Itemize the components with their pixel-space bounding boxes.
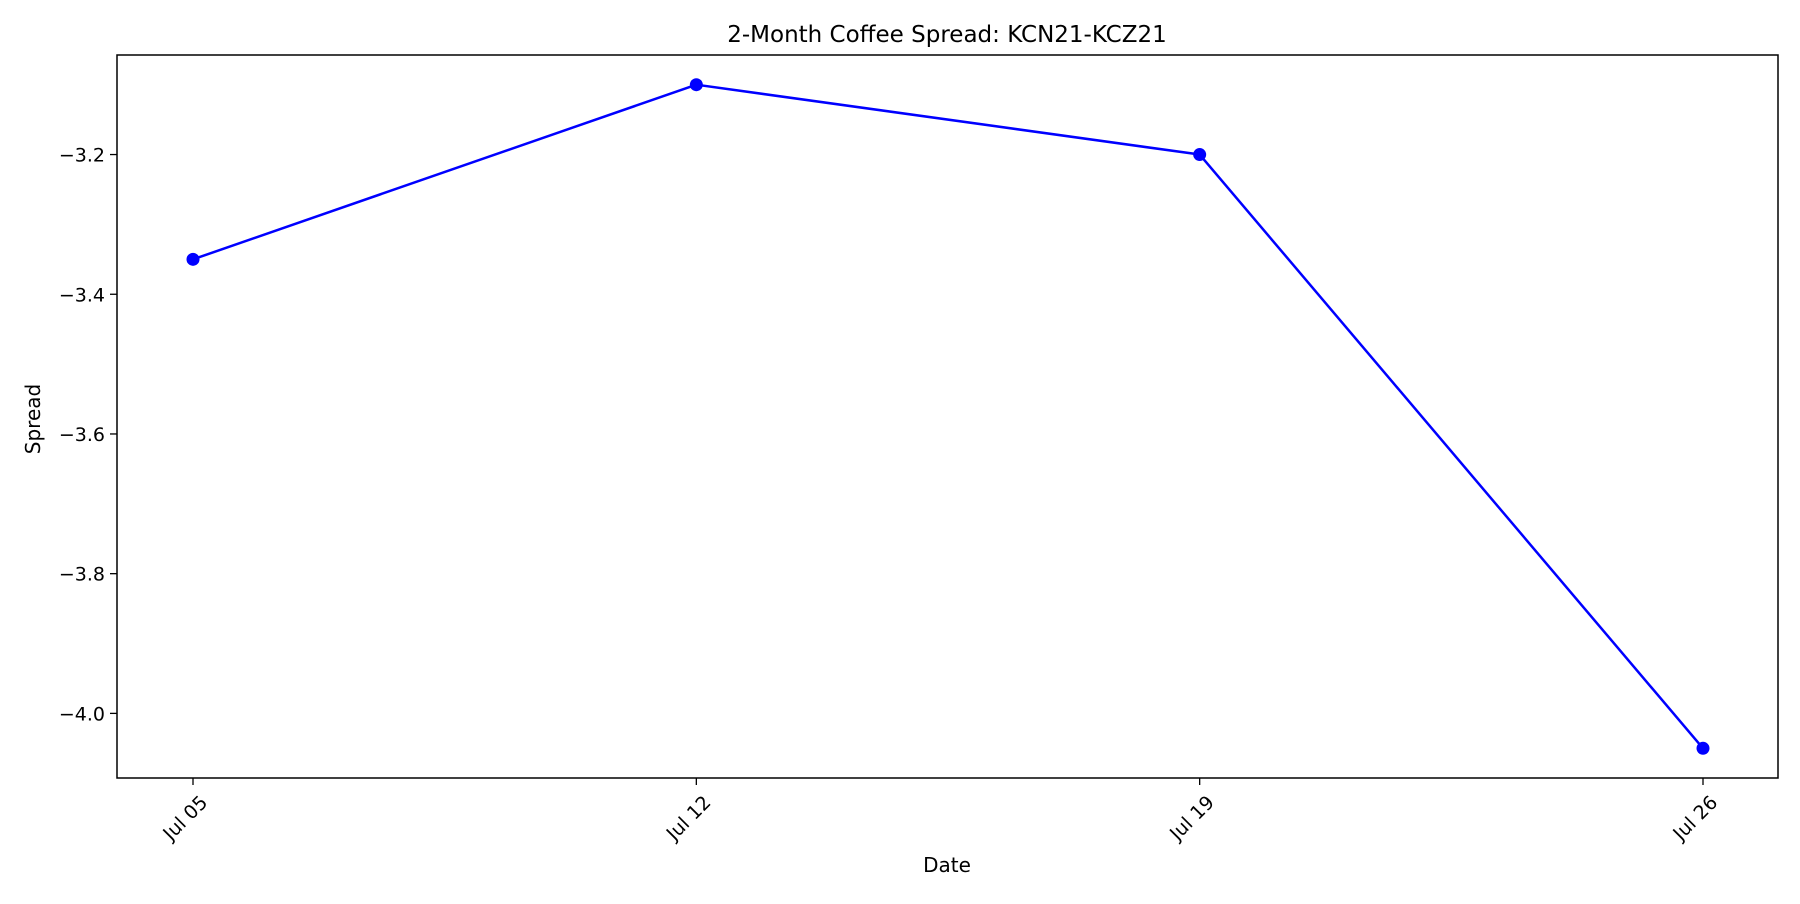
data-point-marker bbox=[186, 252, 200, 266]
y-tick-label: −3.2 bbox=[59, 145, 105, 167]
y-tick-label: −3.6 bbox=[59, 424, 105, 446]
y-tick-label: −3.4 bbox=[59, 284, 105, 306]
data-point-marker bbox=[1696, 741, 1710, 755]
y-axis: −3.2 −3.4 −3.6 −3.8 −4.0 bbox=[59, 145, 117, 725]
series-layer bbox=[186, 78, 1710, 755]
x-axis-label: Date bbox=[923, 853, 971, 877]
chart-title: 2-Month Coffee Spread: KCN21-KCZ21 bbox=[727, 22, 1167, 48]
data-point-marker bbox=[689, 78, 703, 92]
plot-area-frame bbox=[116, 54, 1779, 779]
y-axis-label: Spread bbox=[21, 384, 45, 454]
y-tick-label: −3.8 bbox=[59, 564, 105, 586]
series-line bbox=[192, 83, 1704, 750]
y-tick-label: −4.0 bbox=[59, 703, 105, 725]
data-point-marker bbox=[1193, 148, 1207, 162]
